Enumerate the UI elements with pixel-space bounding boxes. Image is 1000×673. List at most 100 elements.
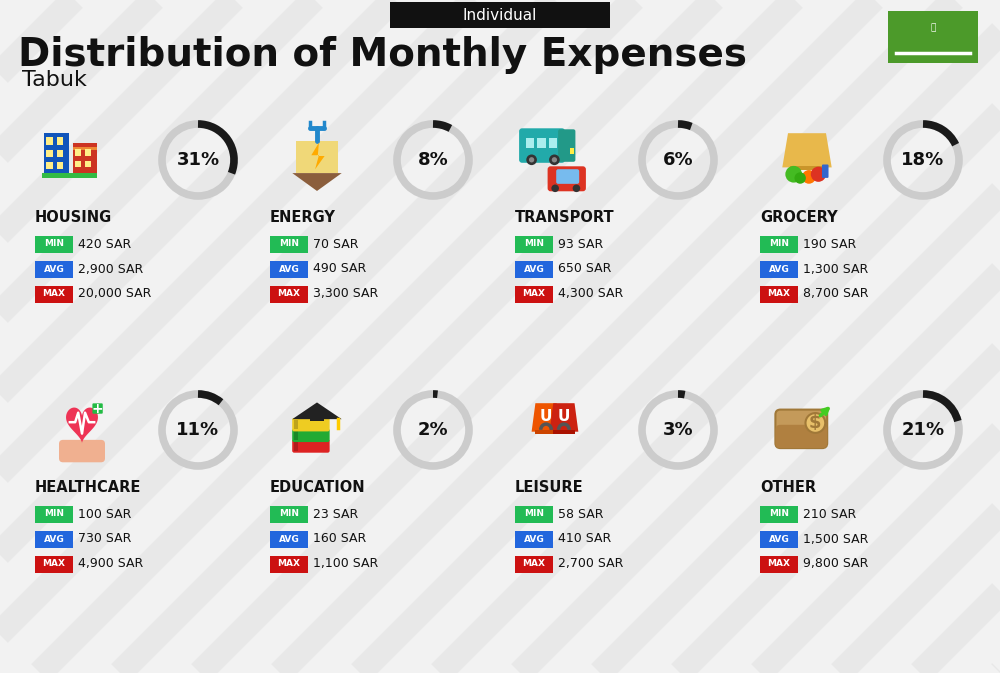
FancyBboxPatch shape [35,285,73,302]
FancyBboxPatch shape [270,530,308,548]
Text: 11%: 11% [176,421,220,439]
FancyBboxPatch shape [270,505,308,522]
Circle shape [802,170,816,184]
Text: 6%: 6% [663,151,693,169]
FancyBboxPatch shape [775,410,827,448]
Circle shape [785,166,802,182]
FancyBboxPatch shape [515,236,553,252]
FancyBboxPatch shape [310,418,324,421]
Text: MAX: MAX [42,289,66,299]
Text: 1,300 SAR: 1,300 SAR [803,262,868,275]
Text: Distribution of Monthly Expenses: Distribution of Monthly Expenses [18,36,747,74]
Circle shape [811,167,826,182]
FancyBboxPatch shape [92,403,103,414]
Polygon shape [311,143,325,170]
Text: 8,700 SAR: 8,700 SAR [803,287,868,301]
Circle shape [805,413,825,433]
FancyBboxPatch shape [59,440,105,462]
Text: TRANSPORT: TRANSPORT [515,211,615,225]
Text: 2%: 2% [418,421,448,439]
Text: MAX: MAX [42,559,66,569]
Text: MIN: MIN [44,509,64,518]
Text: Individual: Individual [463,7,537,22]
FancyBboxPatch shape [760,285,798,302]
FancyBboxPatch shape [515,555,553,573]
FancyBboxPatch shape [515,530,553,548]
Polygon shape [292,402,342,419]
Text: AVG: AVG [524,264,544,273]
FancyBboxPatch shape [44,133,69,175]
Text: 190 SAR: 190 SAR [803,238,856,250]
FancyBboxPatch shape [760,236,798,252]
FancyBboxPatch shape [35,530,73,548]
Text: AVG: AVG [769,264,789,273]
Text: 93 SAR: 93 SAR [558,238,603,250]
FancyBboxPatch shape [46,162,53,170]
Circle shape [573,184,580,192]
FancyBboxPatch shape [760,260,798,277]
Text: 160 SAR: 160 SAR [313,532,366,546]
FancyBboxPatch shape [57,137,63,145]
FancyBboxPatch shape [390,2,610,28]
Text: 4,900 SAR: 4,900 SAR [78,557,143,571]
Text: HOUSING: HOUSING [35,211,112,225]
FancyBboxPatch shape [57,162,63,170]
Text: 31%: 31% [176,151,220,169]
Text: 1,500 SAR: 1,500 SAR [803,532,868,546]
Text: MIN: MIN [769,240,789,248]
Text: LEISURE: LEISURE [515,481,584,495]
Text: OTHER: OTHER [760,481,816,495]
Text: 650 SAR: 650 SAR [558,262,611,275]
FancyBboxPatch shape [292,429,330,442]
FancyBboxPatch shape [549,138,557,149]
Text: 58 SAR: 58 SAR [558,507,604,520]
Text: 20,000 SAR: 20,000 SAR [78,287,151,301]
Text: 3,300 SAR: 3,300 SAR [313,287,378,301]
FancyBboxPatch shape [519,129,565,163]
FancyBboxPatch shape [515,505,553,522]
Text: 420 SAR: 420 SAR [78,238,131,250]
Text: AVG: AVG [769,534,789,544]
FancyBboxPatch shape [35,505,73,522]
FancyBboxPatch shape [42,174,97,178]
FancyBboxPatch shape [570,149,574,154]
Text: AVG: AVG [279,534,299,544]
FancyBboxPatch shape [46,137,53,145]
Text: MAX: MAX [768,289,790,299]
Text: MAX: MAX [522,559,546,569]
Circle shape [794,172,806,184]
Text: 70 SAR: 70 SAR [313,238,358,250]
Polygon shape [532,403,560,431]
FancyBboxPatch shape [553,430,575,433]
Text: EDUCATION: EDUCATION [270,481,366,495]
Text: AVG: AVG [279,264,299,273]
Text: 730 SAR: 730 SAR [78,532,131,546]
FancyBboxPatch shape [294,441,298,451]
FancyBboxPatch shape [85,161,91,168]
Text: MIN: MIN [279,509,299,518]
Text: MIN: MIN [524,509,544,518]
Circle shape [529,157,534,162]
FancyBboxPatch shape [57,149,63,157]
Text: 410 SAR: 410 SAR [558,532,611,546]
FancyBboxPatch shape [548,166,586,191]
FancyBboxPatch shape [535,430,557,433]
Text: 100 SAR: 100 SAR [78,507,131,520]
Text: 1,100 SAR: 1,100 SAR [313,557,378,571]
FancyBboxPatch shape [85,149,91,156]
FancyBboxPatch shape [270,555,308,573]
FancyBboxPatch shape [46,149,53,157]
Circle shape [526,155,537,165]
FancyBboxPatch shape [760,555,798,573]
Text: 9,800 SAR: 9,800 SAR [803,557,868,571]
Text: AVG: AVG [44,264,64,273]
Text: MAX: MAX [278,289,300,299]
FancyBboxPatch shape [526,138,534,149]
Text: HEALTHCARE: HEALTHCARE [35,481,141,495]
FancyBboxPatch shape [35,260,73,277]
FancyBboxPatch shape [35,236,73,252]
FancyBboxPatch shape [270,260,308,277]
Circle shape [551,184,559,192]
Text: 8%: 8% [418,151,448,169]
Text: 21%: 21% [901,421,945,439]
